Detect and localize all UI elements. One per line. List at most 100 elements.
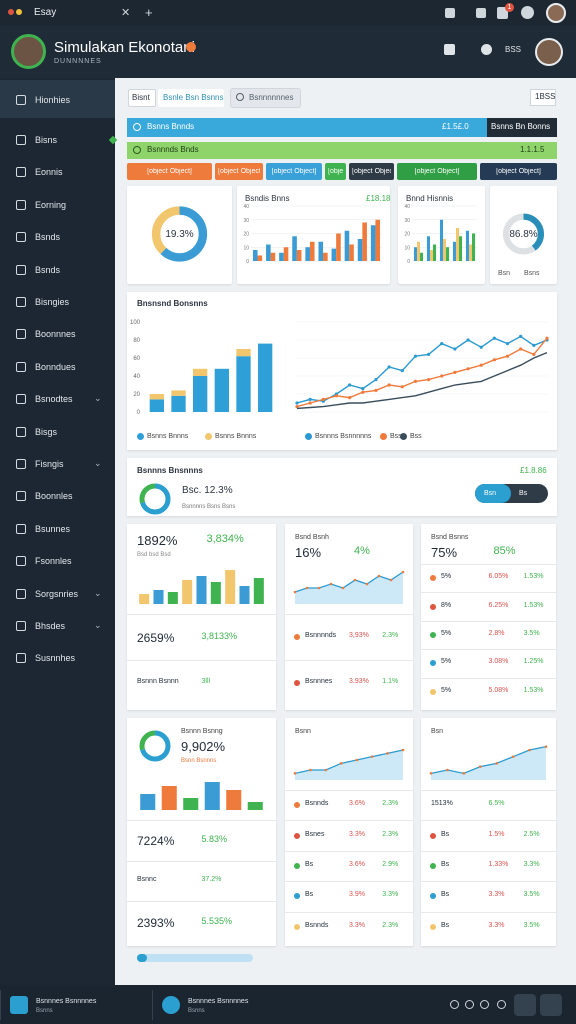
row-text: Bs (441, 861, 450, 868)
user-avatar (535, 38, 563, 66)
row-text: 2.3% (382, 800, 399, 808)
row-text: 37.2% (201, 876, 222, 883)
row-text: 3.5% (523, 921, 540, 929)
new-tab: + (145, 5, 153, 20)
banner-action[interactable] (487, 118, 557, 137)
line-marker (317, 586, 321, 590)
action-button[interactable] (480, 163, 557, 180)
sidebar-icon (16, 621, 26, 631)
search-box[interactable] (230, 88, 301, 108)
sidebar-item[interactable]: Bisgs (35, 426, 58, 437)
line-marker (293, 590, 297, 594)
donut-segment (502, 213, 545, 255)
sidebar-item[interactable]: Fsonnles (35, 556, 72, 567)
row-text: 2.3% (382, 632, 399, 639)
footer-icon[interactable] (10, 996, 28, 1014)
card-head: 3,834% (206, 533, 244, 545)
row-divider (421, 592, 556, 594)
toolbar-right[interactable] (530, 89, 556, 106)
row-divider (421, 881, 556, 883)
sidebar-icon (16, 95, 26, 105)
row-divider (421, 850, 556, 852)
action-button[interactable] (349, 163, 394, 180)
footer-icon[interactable] (162, 996, 180, 1014)
line-marker (528, 748, 531, 752)
avatar (521, 6, 534, 19)
action-button-label: [object Object] (414, 168, 460, 175)
kpi-card (127, 186, 232, 284)
row-dot (294, 802, 300, 809)
sidebar-item[interactable]: Bsnds (35, 232, 61, 243)
donut-segment (139, 483, 171, 515)
banner (127, 118, 557, 137)
row-text: 1.53% (523, 601, 544, 609)
toolbar-tab[interactable] (158, 89, 224, 107)
footer-icon[interactable] (465, 1000, 474, 1009)
row-divider (127, 660, 276, 661)
row-text: 6.5% (488, 800, 505, 808)
donut-segment (151, 206, 208, 262)
sidebar-icon (16, 491, 26, 502)
action-button[interactable] (325, 163, 346, 180)
banner-label: Bsnnnds Bnds (147, 145, 199, 154)
sidebar-item[interactable]: Bhsdes (35, 621, 66, 631)
card-title: Bsn (431, 728, 444, 735)
bar (182, 580, 193, 604)
avatar (546, 3, 566, 23)
row-dot (430, 632, 436, 638)
bar (225, 570, 236, 604)
footer-icon[interactable] (497, 1000, 506, 1009)
footer-icon[interactable] (450, 1000, 459, 1009)
footer-button[interactable] (540, 994, 562, 1016)
sidebar-item[interactable]: Bsunnes (35, 523, 71, 534)
banner-value: 1.1.1.5 (520, 145, 545, 154)
sidebar-active (0, 80, 115, 118)
search-label: Bsnnnnnnes (249, 93, 294, 102)
footer-icon[interactable] (480, 1000, 489, 1009)
donut-segment (139, 730, 171, 762)
sidebar-icon (16, 167, 26, 178)
sidebar-item[interactable]: Bisns (35, 135, 58, 145)
card-chart (429, 745, 548, 780)
legend-dot (205, 433, 212, 440)
action-button[interactable] (397, 163, 477, 180)
sidebar-item[interactable]: Bisngies (35, 297, 70, 307)
row-dot (430, 832, 436, 839)
legend-label: Bsnnns Bsnnnnns (315, 433, 372, 440)
sidebar-item[interactable]: Eorning (35, 199, 67, 210)
sidebar-item[interactable]: Bonndues (35, 361, 76, 372)
sidebar-item[interactable]: Hionhies (35, 95, 71, 105)
sidebar-item[interactable]: Fisngis (35, 459, 64, 469)
legend-dot (137, 433, 144, 440)
sidebar-item[interactable]: Bsnds (35, 264, 61, 275)
row-text: 2.5% (523, 830, 540, 838)
sidebar-item[interactable]: Eonnis (35, 167, 63, 178)
browser-bar (0, 0, 576, 26)
row-text: 3,8133% (201, 631, 238, 641)
action-button[interactable] (215, 163, 263, 180)
row-dot (430, 893, 436, 900)
tab-title: Esay (34, 7, 57, 18)
action-button[interactable] (127, 163, 212, 180)
row-text: Bsnnnes (305, 678, 333, 685)
area (295, 750, 403, 780)
action-button-label: [object Object] (147, 168, 192, 175)
sidebar-item[interactable]: Boonnles (35, 491, 73, 502)
window-dot (16, 9, 22, 15)
action-button[interactable] (266, 163, 322, 180)
sidebar-icon (16, 556, 26, 567)
row-text: 3.5% (523, 891, 540, 899)
footer-title: Bsnnnes Bsnnnnes (188, 998, 249, 1005)
line-marker (495, 762, 499, 765)
row-divider (421, 649, 556, 651)
row-text: Bsnnc (137, 876, 157, 883)
toolbar-button[interactable] (128, 89, 156, 107)
sidebar-item[interactable]: Bsnodtes (35, 394, 73, 405)
sidebar-item[interactable]: Susnnhes (35, 653, 76, 664)
sidebar-item[interactable]: Sorgsnries (35, 588, 79, 599)
sidebar-item[interactable]: Boonnnes (35, 329, 76, 340)
footer-button[interactable] (514, 994, 536, 1016)
summary-title: Bsnnns Bnsnnns (137, 466, 203, 475)
toggle-on (475, 484, 511, 503)
main-card (127, 292, 557, 450)
